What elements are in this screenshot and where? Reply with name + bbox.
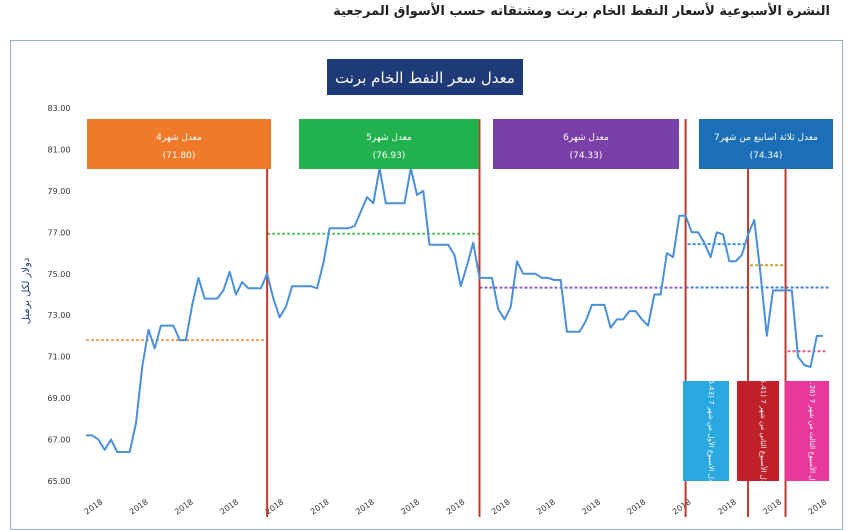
weekly-box-label: معدل الأسبوع الثاني من شهر 7 (75.41) [759,371,768,490]
y-tick-label: 77.00 [48,228,71,237]
x-tick-label: 2018 [761,497,783,516]
x-tick-label: 2018 [535,497,557,516]
x-tick-label: 2018 [173,497,195,516]
weekly-box-label: معدل الأسبوع الثالث من شهر 7 (71.26) [808,371,817,492]
y-tick-label: 79.00 [48,187,71,196]
x-tick-label: 2018 [490,497,512,516]
weekly-box-label: معدل الاسبوع الأول من شهر 7 (76.43) [707,372,716,490]
x-tick-label: 2018 [128,497,150,516]
chart-frame: دولار لكل برميل معدل سعر النفط الخام برن… [10,40,843,530]
average-box-bg [699,119,833,169]
y-tick-label: 71.00 [48,353,71,362]
y-tick-label: 83.00 [48,104,71,113]
x-tick-label: 2018 [83,497,105,516]
x-tick-label: 2018 [807,497,829,516]
y-tick-label: 65.00 [48,477,71,486]
y-axis-label: دولار لكل برميل [21,258,32,325]
x-tick-label: 2018 [716,497,738,516]
x-tick-label: 2018 [671,497,693,516]
average-box-label: معدل شهر6 [563,133,609,143]
y-tick-label: 75.00 [48,270,71,279]
x-tick-label: 2018 [580,497,602,516]
average-box: معدل ثلاثة اسابيع من شهر7 (74.34) [699,119,833,169]
chart: دولار لكل برميل معدل سعر النفط الخام برن… [21,59,833,517]
average-box: معدل شهر6 (74.33) [493,119,679,169]
average-box-bg [87,119,271,169]
y-tick-label: 67.00 [48,436,71,445]
average-box-value: (71.80) [163,151,196,161]
weekly-box: معدل الاسبوع الأول من شهر 7 (76.43) [683,372,729,490]
weekly-box-bg [683,381,729,481]
average-box-value: (76.93) [373,151,406,161]
weekly-box-bg [785,381,829,481]
x-tick-label: 2018 [626,497,648,516]
x-tick-label: 2018 [399,497,421,516]
page-title: النشرة الأسبوعية لأسعار النفط الخام برنت… [333,4,830,19]
chart-title-bg [327,59,523,95]
average-box-bg [493,119,679,169]
weekly-box: معدل الأسبوع الثاني من شهر 7 (75.41) [737,371,779,491]
average-box-label: معدل شهر5 [366,133,412,143]
x-tick-label: 2018 [309,497,331,516]
price-series-line [86,167,823,453]
chart-title-box: معدل سعر النفط الخام برنت [327,59,523,95]
x-tick-label: 2018 [218,497,240,516]
y-tick-label: 81.00 [48,145,71,154]
chart-title: معدل سعر النفط الخام برنت [335,69,515,87]
weekly-box-bg [737,381,779,481]
average-box-label: معدل ثلاثة اسابيع من شهر7 [714,133,818,143]
weekly-box: معدل الأسبوع الثالث من شهر 7 (71.26) [785,371,829,492]
average-box: معدل شهر5 (76.93) [299,119,479,169]
y-tick-label: 73.00 [48,311,71,320]
average-box-value: (74.34) [750,151,783,161]
y-tick-label: 69.00 [48,394,71,403]
average-box: معدل شهر4 (71.80) [87,119,271,169]
y-axis-label-group: دولار لكل برميل [21,258,32,325]
average-box-label: معدل شهر4 [156,133,202,143]
x-tick-label: 2018 [445,497,467,516]
x-tick-label: 2018 [354,497,376,516]
average-box-bg [299,119,479,169]
average-box-value: (74.33) [570,151,603,161]
